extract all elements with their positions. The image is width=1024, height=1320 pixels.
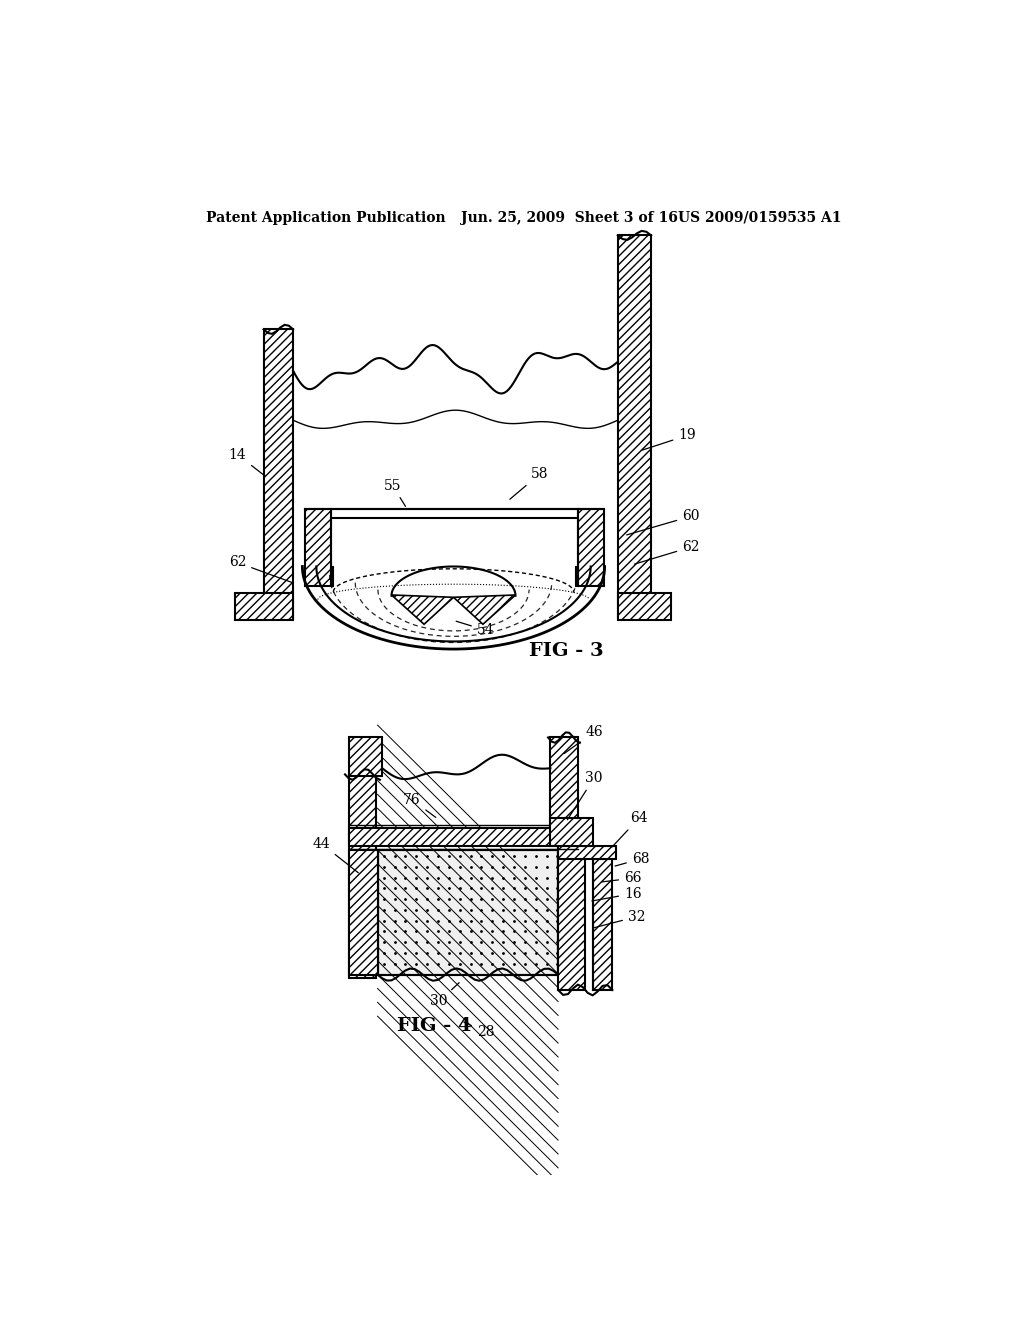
Text: 54: 54 xyxy=(456,622,495,638)
Text: 58: 58 xyxy=(510,467,549,499)
Bar xyxy=(234,594,293,620)
Bar xyxy=(305,508,331,586)
Bar xyxy=(349,829,578,846)
Text: 19: 19 xyxy=(642,429,696,450)
Bar xyxy=(349,850,378,974)
Bar xyxy=(263,330,293,618)
Text: 68: 68 xyxy=(615,851,649,866)
Bar xyxy=(378,850,558,974)
Text: 62: 62 xyxy=(635,540,699,564)
Text: 60: 60 xyxy=(627,510,699,535)
Text: 14: 14 xyxy=(228,447,265,477)
Bar xyxy=(550,817,593,846)
Bar xyxy=(578,508,604,586)
Text: 46: 46 xyxy=(564,725,603,754)
Text: 30: 30 xyxy=(430,982,459,1008)
Bar xyxy=(550,738,578,832)
Bar xyxy=(558,846,616,859)
Text: FIG - 4: FIG - 4 xyxy=(397,1016,471,1035)
Text: 16: 16 xyxy=(592,887,642,902)
Text: 32: 32 xyxy=(594,909,645,928)
Bar xyxy=(558,846,586,990)
Bar xyxy=(617,235,651,618)
Text: Patent Application Publication: Patent Application Publication xyxy=(206,211,445,224)
Text: FIG - 3: FIG - 3 xyxy=(528,642,603,660)
Text: US 2009/0159535 A1: US 2009/0159535 A1 xyxy=(678,211,842,224)
Bar xyxy=(593,859,612,990)
Bar xyxy=(617,594,671,620)
Bar xyxy=(378,850,558,974)
Bar xyxy=(349,738,382,776)
Polygon shape xyxy=(454,595,515,624)
Bar xyxy=(349,775,376,978)
Bar xyxy=(331,508,578,517)
Text: 66: 66 xyxy=(602,871,641,886)
Text: 64: 64 xyxy=(612,810,648,847)
Text: 28: 28 xyxy=(464,1022,495,1039)
Text: 44: 44 xyxy=(312,837,358,873)
Text: Jun. 25, 2009  Sheet 3 of 16: Jun. 25, 2009 Sheet 3 of 16 xyxy=(461,211,678,224)
Text: 62: 62 xyxy=(228,556,292,582)
Text: 76: 76 xyxy=(403,792,436,817)
Polygon shape xyxy=(391,595,454,624)
Text: 30: 30 xyxy=(567,771,603,820)
Text: 55: 55 xyxy=(384,479,406,507)
